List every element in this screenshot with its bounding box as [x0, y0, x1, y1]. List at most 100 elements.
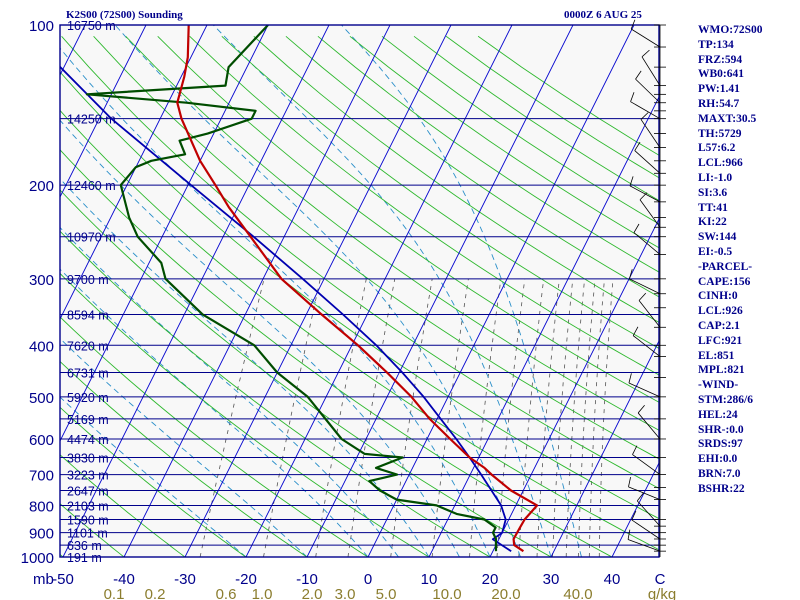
pressure-tick-label: 400 — [29, 338, 54, 355]
temperature-tick-label: 30 — [543, 571, 560, 588]
dry-adiabat — [157, 35, 659, 403]
isotherm — [245, 25, 513, 557]
wind-barb — [635, 70, 666, 104]
temperature-tick-label: -10 — [296, 571, 318, 588]
height-label: 2103 m — [67, 499, 109, 513]
stat-line: L57:6.2 — [698, 142, 736, 155]
pressure-tick-label: 500 — [29, 390, 54, 407]
stat-line: FRZ:594 — [698, 53, 743, 66]
wind-barb — [632, 445, 666, 475]
wind-barb — [631, 510, 666, 540]
stat-line: WB0:641 — [698, 68, 744, 81]
stat-line: LCL:966 — [698, 157, 743, 170]
mixing-ratio-unit-label: g/kg — [648, 586, 676, 600]
height-label: 5920 m — [67, 391, 109, 405]
temperature-tick-label: 40 — [604, 571, 621, 588]
wind-barb — [629, 176, 666, 203]
wind-barb — [627, 529, 666, 552]
wind-barb — [637, 405, 666, 440]
mixing-ratio-label: 0.2 — [145, 586, 166, 600]
dry-adiabat — [60, 503, 125, 557]
stat-line: CAPE:156 — [698, 275, 751, 288]
wind-barb — [636, 492, 666, 527]
plot-area — [60, 25, 659, 557]
wind-barb — [639, 192, 666, 228]
pressure-tick-label: 1000 — [21, 550, 54, 567]
wind-barb — [640, 112, 666, 148]
stat-line: LI:-1.0 — [698, 171, 733, 184]
wind-barb — [634, 141, 666, 174]
stat-line: TH:5729 — [698, 127, 742, 140]
dry-adiabat — [189, 35, 659, 376]
isotherm — [367, 25, 635, 557]
stat-line: BRN:7.0 — [698, 467, 741, 480]
height-label: 3223 m — [67, 469, 109, 483]
isotherm — [60, 25, 208, 321]
stat-line: EL:851 — [698, 349, 735, 362]
pressure-tick-label: 800 — [29, 498, 54, 515]
pressure-tick-label: 700 — [29, 468, 54, 485]
mixing-ratio-label: 2.0 — [302, 586, 323, 600]
height-label: 16750 m — [67, 19, 116, 33]
mixing-ratio-label: 3.0 — [335, 586, 356, 600]
height-label: 9700 m — [67, 273, 109, 287]
stat-line: LCL:926 — [698, 305, 743, 318]
station-title: K2S00 (72S00) Sounding — [66, 9, 183, 21]
dry-adiabat — [60, 230, 491, 557]
stat-line: CAP:2.1 — [698, 319, 740, 332]
temperature-tick-label: 10 — [421, 571, 438, 588]
dry-adiabat — [285, 35, 659, 298]
wind-barb — [638, 292, 666, 328]
dry-adiabat — [221, 35, 659, 349]
stat-line: TP:134 — [698, 38, 734, 51]
temperature-tick-label: -40 — [113, 571, 135, 588]
height-label: 8594 m — [67, 308, 109, 322]
temperature-tick-label: -50 — [52, 571, 74, 588]
stat-line: SRDS:97 — [698, 438, 743, 451]
isotherm — [184, 25, 452, 557]
pressure-tick-label: 300 — [29, 272, 54, 289]
isotherm — [489, 217, 659, 557]
stat-line: SW:144 — [698, 231, 737, 244]
plot-background — [60, 25, 659, 557]
pressure-tick-label: 900 — [29, 526, 54, 543]
temperature-unit-label: C — [655, 571, 666, 588]
mixing-ratio-label: 20.0 — [491, 586, 520, 600]
stat-line: SHR-:0.0 — [698, 423, 744, 436]
pressure-tick-label: 100 — [29, 18, 54, 35]
stat-line: TT:41 — [698, 201, 728, 214]
dry-adiabat — [60, 71, 659, 520]
stat-line: RH:54.7 — [698, 97, 740, 110]
height-label: 4474 m — [67, 433, 109, 447]
height-label: 6731 m — [67, 367, 109, 381]
stat-line: MAXT:30.5 — [698, 112, 757, 125]
isotherm — [306, 25, 574, 557]
isotherm — [123, 25, 391, 557]
temperature-line — [176, 25, 539, 553]
isotherm — [62, 25, 330, 557]
temperature-tick-label: 0 — [364, 571, 372, 588]
height-label: 14250 m — [67, 113, 116, 127]
dry-adiabat — [253, 35, 659, 323]
height-label: 7620 m — [67, 339, 109, 353]
dry-adiabat — [60, 272, 430, 557]
dry-adiabat — [60, 360, 308, 557]
pressure-tick-label: 600 — [29, 432, 54, 449]
stat-line: -WIND- — [698, 379, 739, 392]
mixing-ratio-label: 0.6 — [216, 586, 237, 600]
height-label: 191 m — [67, 551, 102, 565]
mixing-ratio-label: 0.1 — [104, 586, 125, 600]
stat-line: WMO:72S00 — [698, 24, 763, 36]
sounding-time: 0000Z 6 AUG 25 — [564, 9, 642, 21]
stats-panel: WMO:72S00 TP:134 FRZ:594 WB0:641 PW:1.41 RH:5… — [698, 23, 798, 497]
mixing-ratio-label: 40.0 — [563, 586, 592, 600]
height-label: 636 m — [67, 539, 102, 553]
isotherm — [611, 461, 659, 557]
mixing-ratio-label: 1.0 — [252, 586, 273, 600]
stat-line: PW:1.41 — [698, 83, 740, 96]
dry-adiabat — [60, 316, 369, 557]
stat-line: EI:-0.5 — [698, 245, 733, 258]
mixing-ratio-label: 10.0 — [432, 586, 461, 600]
temperature-tick-label: -20 — [235, 571, 257, 588]
stat-line: EHI:0.0 — [698, 453, 738, 466]
